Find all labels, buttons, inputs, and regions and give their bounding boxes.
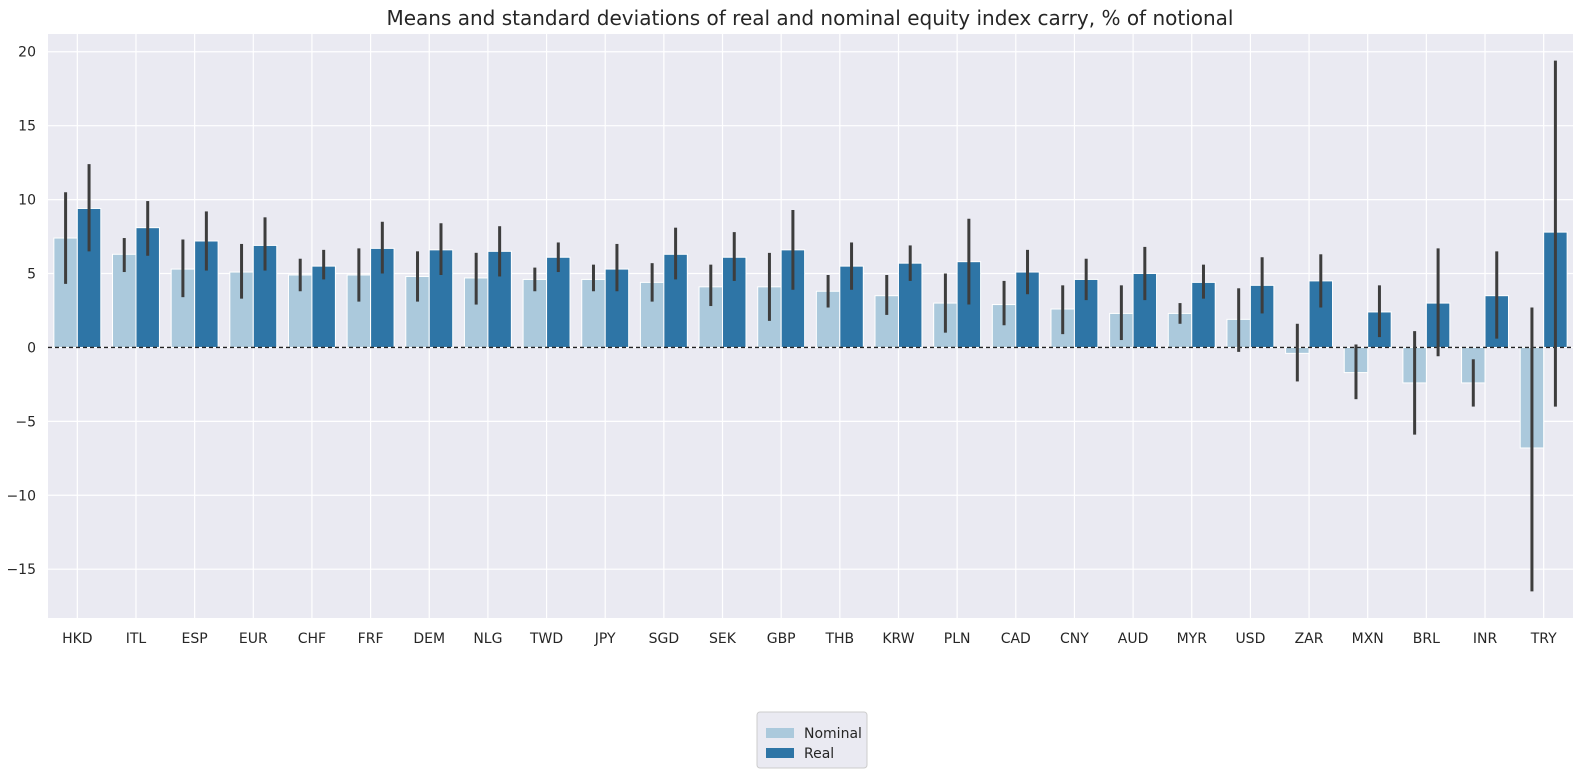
x-tick-label: TWD (529, 631, 563, 647)
x-tick-label: ITL (126, 631, 147, 647)
bars (53, 207, 1568, 449)
legend-label-real: Real (804, 746, 834, 762)
x-tick-label: INR (1473, 631, 1498, 647)
y-tick-label: −10 (6, 488, 36, 504)
legend-swatch-nominal (766, 728, 794, 738)
x-tick-label: CNY (1060, 631, 1089, 647)
x-tick-label: SGD (649, 631, 680, 647)
legend: Nominal Real (756, 711, 868, 769)
x-tick-label: THB (824, 631, 854, 647)
x-tick-label: USD (1235, 631, 1265, 647)
x-axis-ticks: HKD ITL ESP EUR CHF FRF DEM NLG TWD JPY SGD SEK GBP T… (62, 631, 1557, 647)
y-tick-label: 0 (27, 340, 36, 356)
y-tick-label: 20 (18, 45, 36, 61)
y-tick-label: 15 (18, 119, 36, 135)
chart-title: Means and standard deviations of real an… (386, 6, 1233, 30)
x-tick-label: CHF (298, 631, 326, 647)
x-tick-label: FRF (358, 631, 384, 647)
legend-swatch-real (766, 748, 794, 758)
x-tick-label: MYR (1177, 631, 1208, 647)
y-tick-label: 5 (27, 267, 36, 283)
x-tick-label: DEM (413, 631, 445, 647)
x-tick-label: CAD (1001, 631, 1031, 647)
legend-label-nominal: Nominal (804, 726, 862, 742)
x-tick-label: GBP (767, 631, 796, 647)
y-tick-label: −15 (6, 562, 36, 578)
x-tick-label: ESP (182, 631, 208, 647)
y-axis-ticks: −15 −10 −5 0 5 10 15 20 (6, 45, 36, 578)
error-bars (64, 60, 1557, 592)
x-tick-label: PLN (944, 631, 971, 647)
x-tick-label: AUD (1118, 631, 1149, 647)
x-tick-label: EUR (239, 631, 268, 647)
y-tick-label: 10 (18, 193, 36, 209)
x-tick-label: TRY (1530, 631, 1557, 647)
x-tick-label: JPY (594, 631, 616, 647)
x-tick-label: NLG (473, 631, 502, 647)
x-tick-label: BRL (1413, 631, 1440, 647)
x-tick-label: SEK (709, 631, 737, 647)
x-tick-label: KRW (882, 631, 914, 647)
y-tick-label: −5 (15, 414, 36, 430)
x-tick-label: HKD (62, 631, 93, 647)
x-tick-label: MXN (1352, 631, 1384, 647)
x-tick-label: ZAR (1295, 631, 1324, 647)
